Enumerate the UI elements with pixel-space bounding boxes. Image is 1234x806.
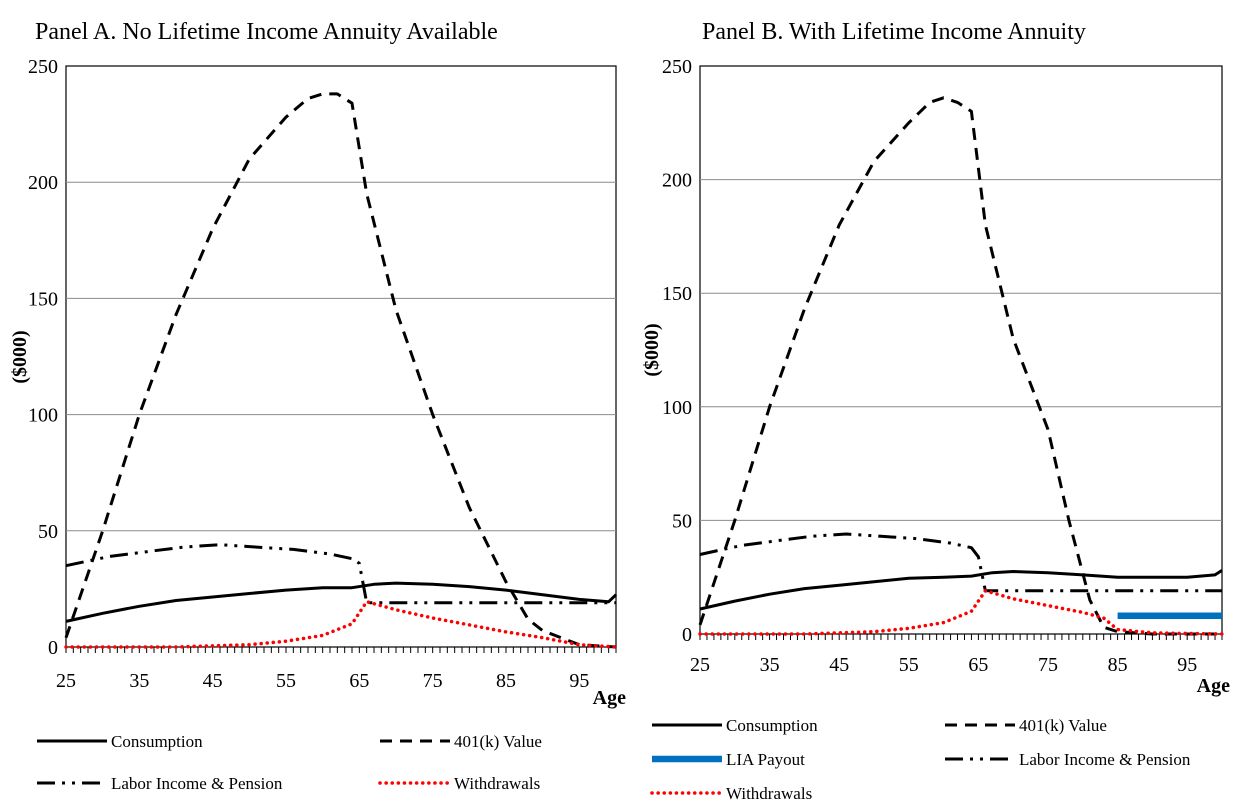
panel-b-legend: Consumption 401(k) Value LIA Payout Labor I…	[650, 716, 1191, 803]
x-tick-label: 35	[129, 670, 149, 692]
y-tick-label: 50	[38, 521, 58, 543]
series-line-withdrawals	[64, 599, 618, 649]
panel-a: Panel A. No Lifetime Income Annuity Avai…	[9, 19, 626, 793]
legend-label: Consumption	[111, 732, 203, 751]
panel-b-y-ticks: 0 50 100 150 200 250	[662, 56, 692, 646]
x-tick-label: 95	[569, 670, 589, 692]
y-tick-label: 200	[28, 172, 58, 194]
legend-label: Labor Income & Pension	[111, 774, 283, 793]
y-tick-label: 0	[682, 624, 692, 646]
panel-a-x-ticks: 25 35 45 55 65 75 85 95	[56, 670, 589, 692]
x-tick-label: 75	[423, 670, 443, 692]
panel-a-legend: Consumption 401(k) Value Labor Income & Pe…	[37, 732, 542, 793]
y-tick-label: 150	[662, 283, 692, 305]
y-tick-label: 100	[28, 405, 58, 427]
y-tick-label: 250	[28, 56, 58, 78]
y-tick-label: 150	[28, 288, 58, 310]
panel-b-x-ticks: 25 35 45 55 65 75 85 95	[690, 654, 1197, 676]
x-tick-label: 65	[968, 654, 988, 676]
legend-label: 401(k) Value	[454, 732, 542, 751]
y-tick-label: 100	[662, 397, 692, 419]
series-line-consumption	[699, 569, 1223, 611]
legend-label: LIA Payout	[726, 750, 805, 769]
y-tick-label: 0	[48, 637, 58, 659]
panel-a-gridlines	[66, 181, 616, 532]
series-line-401-k-value	[698, 96, 1222, 636]
panel-a-y-ticks: 0 50 100 150 200 250	[28, 56, 58, 659]
x-tick-label: 65	[349, 670, 369, 692]
x-tick-label: 45	[203, 670, 223, 692]
x-tick-label: 25	[690, 654, 710, 676]
panel-b-y-axis-label: ($000)	[641, 323, 663, 376]
legend-label: Withdrawals	[726, 784, 812, 803]
x-tick-label: 85	[1108, 654, 1128, 676]
panel-a-y-axis-label: ($000)	[9, 330, 31, 383]
panel-b: Panel B. With Lifetime Income Annuity 0 5…	[641, 19, 1230, 803]
y-tick-label: 50	[672, 510, 692, 532]
legend-label: Labor Income & Pension	[1019, 750, 1191, 769]
x-tick-label: 25	[56, 670, 76, 692]
panel-a-series	[64, 92, 618, 649]
panel-b-x-axis-label: Age	[1197, 675, 1230, 697]
legend-label: 401(k) Value	[1019, 716, 1107, 735]
x-tick-label: 75	[1038, 654, 1058, 676]
panel-a-x-axis-label: Age	[593, 687, 626, 709]
panel-a-minor-ticks	[65, 647, 617, 653]
panel-a-title: Panel A. No Lifetime Income Annuity Avai…	[35, 19, 498, 45]
legend-label: Withdrawals	[454, 774, 540, 793]
panel-b-plot-border	[699, 65, 1223, 635]
y-tick-label: 200	[662, 170, 692, 192]
x-tick-label: 35	[760, 654, 780, 676]
panel-b-series	[698, 96, 1224, 636]
legend-label: Consumption	[726, 716, 818, 735]
panel-b-gridlines	[700, 179, 1222, 521]
x-tick-label: 85	[496, 670, 516, 692]
x-tick-label: 45	[829, 654, 849, 676]
x-tick-label: 55	[276, 670, 296, 692]
x-tick-label: 55	[899, 654, 919, 676]
series-line-withdrawals	[698, 589, 1224, 636]
series-line-401-k-value	[64, 92, 617, 649]
y-tick-label: 250	[662, 56, 692, 78]
x-tick-label: 95	[1177, 654, 1197, 676]
series-line-labor-income-pension	[699, 532, 1222, 593]
panel-b-title: Panel B. With Lifetime Income Annuity	[702, 19, 1086, 45]
panel-a-plot-border	[65, 65, 617, 648]
